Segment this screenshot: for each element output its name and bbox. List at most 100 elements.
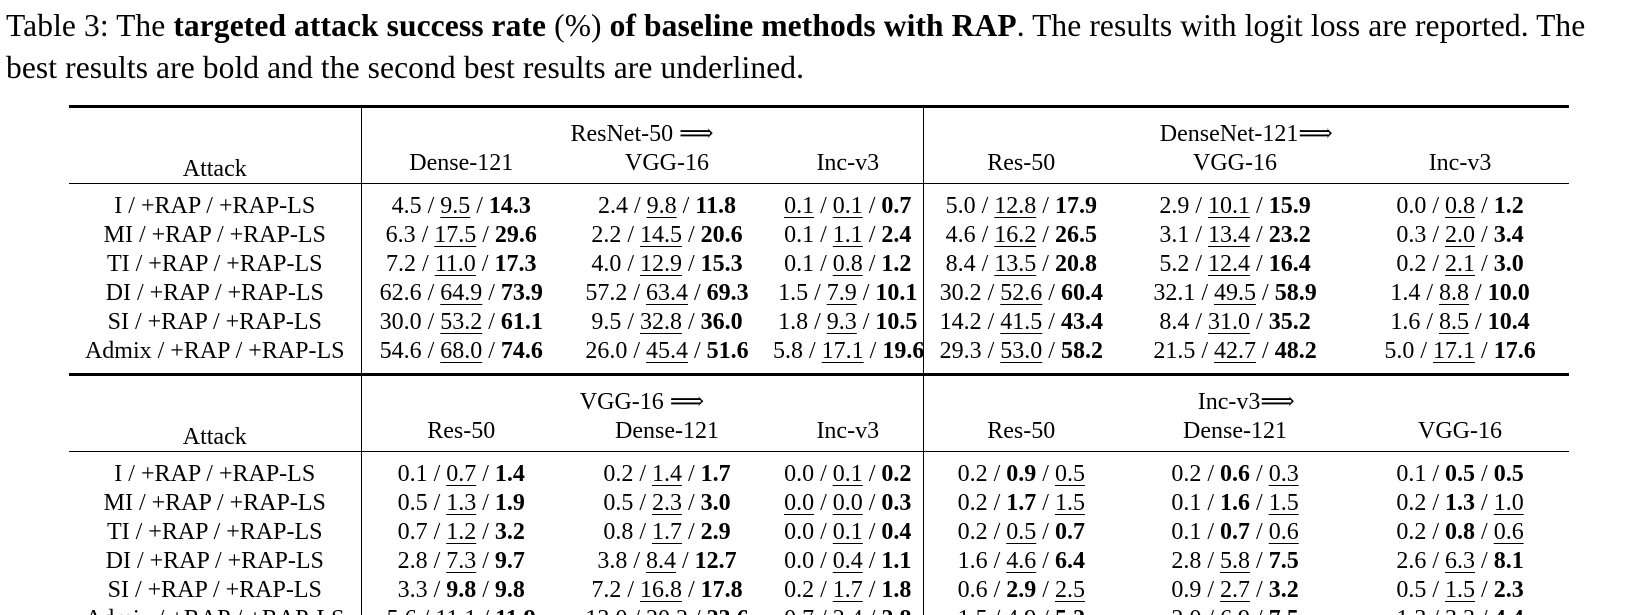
value-separator: /: [1042, 308, 1061, 335]
result-value: 31.0: [1208, 308, 1251, 335]
result-value: 4.5: [391, 192, 422, 219]
result-value: 43.4: [1060, 308, 1103, 335]
value-separator: /: [676, 547, 695, 574]
value-separator: /: [814, 518, 833, 545]
result-value: 0.8: [1445, 192, 1476, 219]
value-separator: /: [1426, 606, 1445, 615]
value-separator: /: [803, 337, 822, 364]
value-cell: 2.4 / 9.8 / 11.8: [561, 183, 773, 221]
source-model-header: Inc-v3⟹: [1197, 388, 1295, 415]
value-separator: /: [1201, 518, 1221, 545]
table-row: TI / +RAP / +RAP-LS 0.7 / 1.2 / 3.2 0.8 / …: [69, 517, 1569, 547]
value-cell: 2.8 / 5.8 / 7.5: [1119, 547, 1351, 576]
value-cell: 7.2 / 16.8 / 17.8: [561, 576, 773, 605]
result-value: 1.5: [1268, 489, 1299, 516]
value-separator: /: [1201, 489, 1221, 516]
value-cell: 30.2 / 52.6 / 60.4: [923, 279, 1119, 308]
result-value: 0.3: [1396, 221, 1427, 248]
value-separator: /: [862, 192, 882, 219]
result-value: 0.7: [446, 460, 477, 487]
result-value: 8.1: [1493, 547, 1524, 574]
value-separator: /: [621, 308, 640, 335]
value-separator: /: [1256, 279, 1275, 306]
value-separator: /: [621, 221, 640, 248]
result-value: 0.2: [881, 460, 912, 487]
result-value: 10.5: [875, 308, 918, 335]
results-table-section-1: Attack ResNet-50 ⟹ DenseNet-121⟹ Dense-121 V…: [69, 104, 1570, 376]
value-separator: /: [1036, 489, 1055, 516]
result-value: 58.2: [1060, 337, 1103, 364]
result-value: 7.5: [1269, 606, 1299, 615]
target-model-header: VGG-16: [1119, 147, 1352, 184]
value-cell: 0.0 / 0.1 / 0.2: [773, 451, 924, 489]
attack-method-label: MI / +RAP / +RAP-LS: [69, 488, 362, 518]
value-separator: /: [1036, 547, 1055, 574]
target-model-header: Res-50: [923, 147, 1120, 184]
table-caption: Table 3: The targeted attack success rat…: [6, 5, 1636, 89]
result-value: 17.3: [494, 250, 537, 277]
value-cell: 4.6 / 16.2 / 26.5: [923, 221, 1119, 250]
value-cell: 0.9 / 2.7 / 3.2: [1119, 576, 1351, 605]
value-separator: /: [1250, 518, 1269, 545]
value-separator: /: [1250, 547, 1269, 574]
value-separator: /: [1426, 192, 1446, 219]
result-value: 13.0: [585, 606, 627, 615]
value-separator: /: [682, 250, 701, 277]
value-separator: /: [987, 518, 1007, 545]
result-value: 20.2: [646, 606, 688, 615]
result-value: 0.0: [784, 547, 815, 574]
result-value: 7.9: [826, 279, 857, 306]
value-separator: /: [814, 576, 833, 603]
value-separator: /: [682, 518, 701, 545]
result-value: 2.4: [833, 606, 863, 615]
result-value: 32.1: [1153, 279, 1196, 306]
value-separator: /: [688, 279, 707, 306]
value-separator: /: [1250, 221, 1269, 248]
value-cell: 2.0 / 6.9 / 7.5: [1119, 605, 1351, 615]
result-value: 29.3: [939, 337, 982, 364]
value-separator: /: [862, 518, 882, 545]
result-value: 1.1: [881, 547, 912, 574]
value-separator: /: [1036, 460, 1055, 487]
value-cell: 5.0 / 17.1 / 17.6: [1351, 337, 1569, 375]
result-value: 45.4: [646, 337, 688, 364]
result-value: 0.2: [957, 518, 988, 545]
target-model-header: VGG-16: [1351, 415, 1570, 452]
table-row: I / +RAP / +RAP-LS 0.1 / 0.7 / 1.4 0.2 / 1…: [69, 451, 1569, 489]
value-cell: 2.6 / 6.3 / 8.1: [1351, 547, 1569, 576]
value-separator: /: [1042, 337, 1061, 364]
result-value: 1.8: [778, 308, 809, 335]
value-separator: /: [814, 192, 833, 219]
result-value: 1.5: [958, 606, 988, 615]
value-separator: /: [1036, 250, 1055, 277]
result-value: 7.3: [446, 547, 477, 574]
result-value: 52.6: [1000, 279, 1043, 306]
value-separator: /: [987, 460, 1007, 487]
result-value: 4.6: [1006, 547, 1037, 574]
result-value: 1.5: [1054, 489, 1085, 516]
header-group-row: Attack VGG-16 ⟹ Inc-v3⟹: [69, 375, 1569, 452]
result-value: 5.0: [1384, 337, 1415, 364]
source-model-header: VGG-16 ⟹: [361, 375, 924, 416]
value-separator: /: [987, 547, 1007, 574]
value-separator: /: [470, 192, 489, 219]
result-value: 2.0: [1445, 221, 1476, 248]
result-value: 0.5: [1493, 460, 1524, 487]
result-value: 2.7: [1220, 576, 1251, 603]
value-cell: 0.7 / 1.2 / 3.2: [361, 518, 561, 547]
result-value: 0.6: [1268, 518, 1299, 545]
value-cell: 3.8 / 8.4 / 12.7: [561, 547, 773, 576]
value-separator: /: [1414, 337, 1434, 364]
result-value: 1.6: [1390, 308, 1421, 335]
value-separator: /: [1201, 576, 1221, 603]
value-separator: /: [1420, 308, 1440, 335]
result-value: 1.7: [700, 460, 731, 487]
attack-method-label: SI / +RAP / +RAP-LS: [69, 575, 362, 605]
result-value: 53.0: [1000, 337, 1043, 364]
result-value: 11.9: [495, 606, 536, 615]
value-separator: /: [814, 460, 833, 487]
value-separator: /: [1426, 518, 1446, 545]
value-separator: /: [627, 547, 646, 574]
value-cell: 0.2 / 1.4 / 1.7: [561, 451, 773, 489]
result-value: 60.4: [1060, 279, 1103, 306]
